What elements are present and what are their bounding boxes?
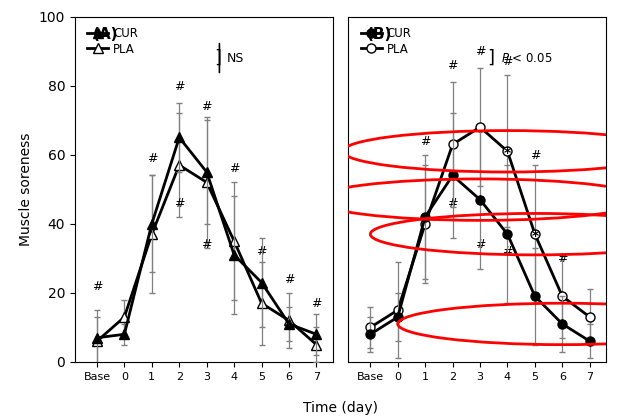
- Legend: CUR, PLA: CUR, PLA: [359, 26, 413, 57]
- Text: ]: ]: [488, 49, 494, 67]
- Text: ]: ]: [214, 49, 221, 67]
- Text: #: #: [284, 273, 294, 286]
- Text: *: *: [531, 229, 539, 243]
- Text: *: *: [504, 146, 511, 160]
- Text: #: #: [448, 59, 458, 72]
- Text: NS: NS: [227, 52, 244, 64]
- Text: #: #: [201, 238, 212, 251]
- Text: #: #: [448, 197, 458, 210]
- Text: #: #: [174, 197, 184, 210]
- Text: #: #: [475, 45, 485, 58]
- Text: #: #: [529, 149, 540, 162]
- Text: #: #: [311, 297, 322, 310]
- Y-axis label: Muscle soreness: Muscle soreness: [19, 133, 33, 246]
- Text: (B): (B): [366, 27, 392, 42]
- Text: *: *: [476, 194, 484, 208]
- Text: Time (day): Time (day): [303, 401, 378, 415]
- Text: #: #: [201, 100, 212, 113]
- Text: #: #: [256, 245, 267, 258]
- Text: #: #: [557, 252, 568, 265]
- Text: #: #: [420, 135, 431, 148]
- Text: #: #: [92, 280, 103, 293]
- Text: #: #: [174, 79, 184, 93]
- Text: (A): (A): [93, 27, 119, 42]
- Text: #: #: [503, 55, 512, 68]
- Legend: CUR, PLA: CUR, PLA: [86, 26, 139, 57]
- Text: *: *: [559, 318, 566, 332]
- Text: #: #: [503, 245, 512, 258]
- Text: $\it{P}$ < 0.05: $\it{P}$ < 0.05: [501, 52, 552, 64]
- Text: #: #: [147, 152, 157, 165]
- Text: #: #: [475, 238, 485, 251]
- Text: #: #: [229, 163, 239, 176]
